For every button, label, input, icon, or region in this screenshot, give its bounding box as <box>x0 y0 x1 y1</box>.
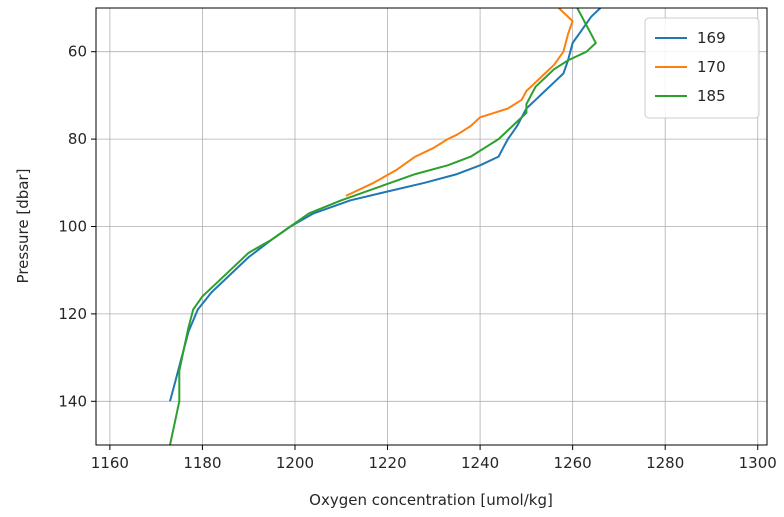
x-tick-label: 1180 <box>183 454 221 472</box>
y-axis-label: Pressure [dbar] <box>14 169 32 284</box>
series-line-170 <box>345 8 574 197</box>
y-axis: 60 80 100 120 140 <box>58 43 96 410</box>
legend-label-185: 185 <box>697 87 726 105</box>
series-lines <box>169 8 602 445</box>
x-tick-label: 1280 <box>646 454 684 472</box>
series-line-169 <box>169 8 602 402</box>
x-tick-label: 1200 <box>276 454 314 472</box>
x-tick-label: 1220 <box>368 454 406 472</box>
y-tick-label: 140 <box>58 392 87 410</box>
series-line-185 <box>169 8 597 445</box>
x-tick-label: 1160 <box>91 454 129 472</box>
legend: 169 170 185 <box>644 17 760 119</box>
x-tick-label: 1300 <box>739 454 777 472</box>
grid <box>96 8 767 445</box>
y-tick-label: 100 <box>58 218 87 236</box>
x-axis: 1160 1180 1200 1220 1240 1260 1280 1300 <box>91 445 777 472</box>
x-tick-label: 1240 <box>461 454 499 472</box>
y-tick-label: 120 <box>58 305 87 323</box>
legend-label-170: 170 <box>697 58 726 76</box>
legend-label-169: 169 <box>697 29 726 47</box>
x-tick-label: 1260 <box>554 454 592 472</box>
y-tick-label: 60 <box>68 43 87 61</box>
y-tick-label: 80 <box>68 130 87 148</box>
x-axis-label: Oxygen concentration [umol/kg] <box>309 491 553 509</box>
legend-box <box>644 17 760 119</box>
